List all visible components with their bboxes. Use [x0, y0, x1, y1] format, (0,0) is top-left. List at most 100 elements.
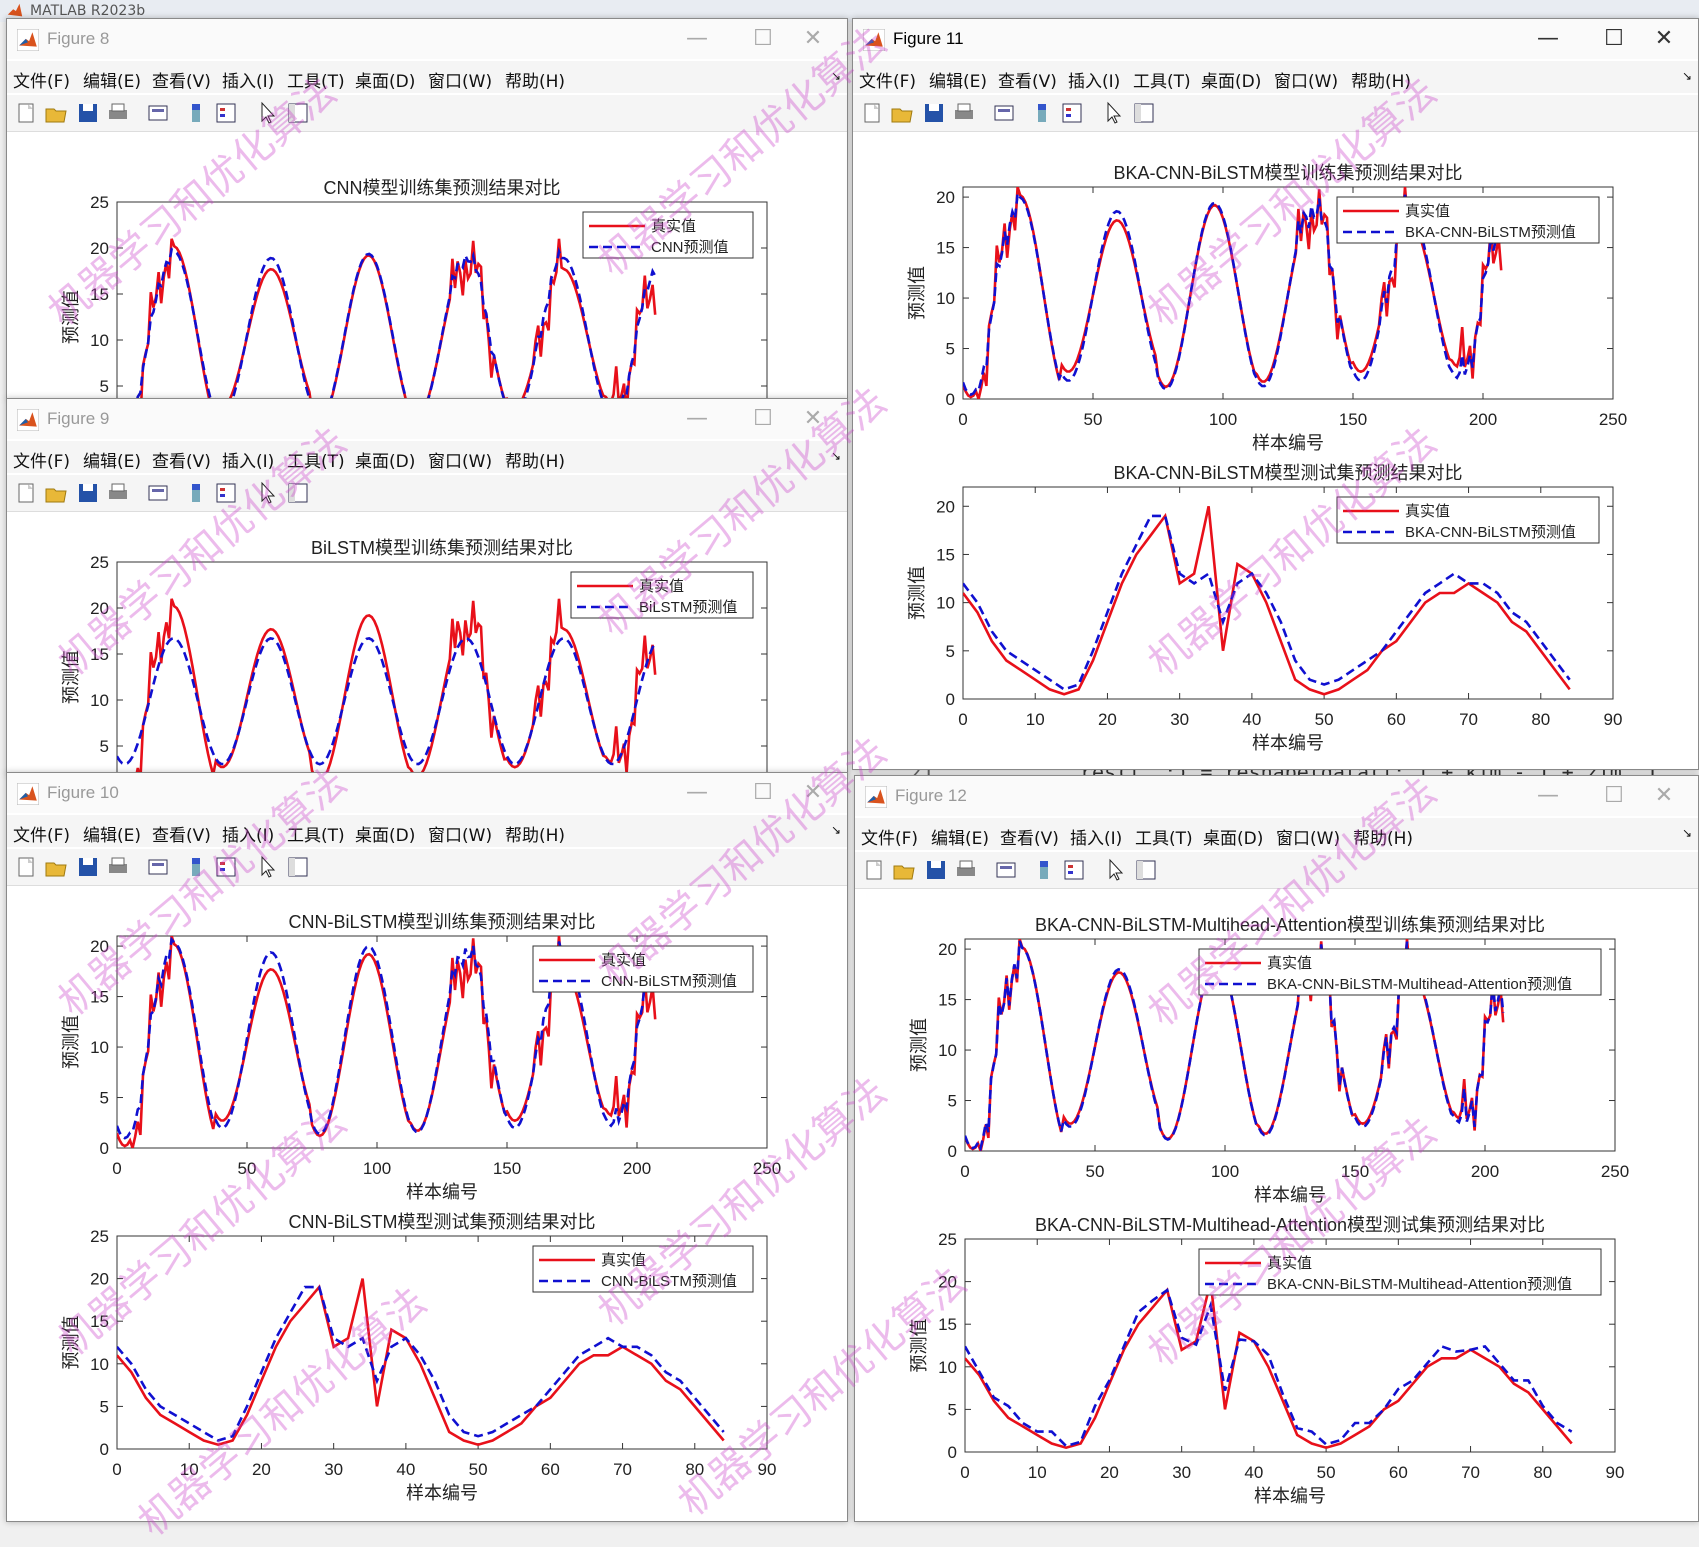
menu-item-1[interactable]: 编辑(E)	[83, 826, 142, 846]
menu-item-2[interactable]: 查看(V)	[998, 72, 1057, 92]
menu-item-2[interactable]: 查看(V)	[152, 826, 211, 846]
menu-item-3[interactable]: 插入(I)	[222, 452, 275, 472]
figure-window-fig11[interactable]: Figure 11 — ☐ ✕ 文件(F) 编辑(E) 查看(V) 插入(I) 工具(T) 桌面(…	[852, 18, 1699, 770]
maximize-button[interactable]: ☐	[753, 26, 773, 51]
menu-item-0[interactable]: 文件(F)	[13, 72, 71, 92]
link-plot-icon[interactable]	[145, 101, 171, 125]
insert-colorbar-icon[interactable]	[1031, 858, 1057, 882]
insert-colorbar-icon[interactable]	[183, 481, 209, 505]
menu-item-3[interactable]: 插入(I)	[1070, 829, 1123, 849]
minimize-button[interactable]: —	[686, 26, 708, 51]
menu-item-5[interactable]: 桌面(D)	[355, 452, 416, 472]
new-figure-icon[interactable]	[13, 101, 39, 125]
open-file-icon[interactable]	[891, 858, 917, 882]
menu-item-5[interactable]: 桌面(D)	[1201, 72, 1262, 92]
dock-arrow-icon[interactable]: ↘	[830, 449, 841, 463]
insert-colorbar-icon[interactable]	[183, 101, 209, 125]
new-figure-icon[interactable]	[13, 481, 39, 505]
figure-window-fig9[interactable]: Figure 9 — ☐ ✕ 文件(F) 编辑(E) 查看(V) 插入(I) 工具(T) 桌面(D…	[6, 398, 848, 775]
titlebar[interactable]: Figure 11 — ☐ ✕	[853, 19, 1698, 59]
print-icon[interactable]	[105, 855, 131, 879]
menu-item-3[interactable]: 插入(I)	[222, 72, 275, 92]
edit-plot-icon[interactable]	[1101, 101, 1127, 125]
save-icon[interactable]	[75, 101, 101, 125]
minimize-button[interactable]: —	[1537, 26, 1559, 51]
dock-arrow-icon[interactable]: ↘	[1681, 826, 1692, 840]
link-plot-icon[interactable]	[993, 858, 1019, 882]
menu-item-6[interactable]: 窗口(W)	[428, 72, 493, 92]
print-icon[interactable]	[105, 101, 131, 125]
close-button[interactable]: ✕	[803, 406, 823, 431]
menu-item-4[interactable]: 工具(T)	[287, 452, 345, 472]
new-figure-icon[interactable]	[861, 858, 887, 882]
maximize-button[interactable]: ☐	[1604, 783, 1624, 808]
menu-item-6[interactable]: 窗口(W)	[428, 826, 493, 846]
menu-item-0[interactable]: 文件(F)	[13, 452, 71, 472]
insert-colorbar-icon[interactable]	[1029, 101, 1055, 125]
link-plot-icon[interactable]	[145, 855, 171, 879]
menu-item-1[interactable]: 编辑(E)	[929, 72, 988, 92]
menu-item-7[interactable]: 帮助(H)	[1351, 72, 1412, 92]
property-inspector-icon[interactable]	[1133, 858, 1159, 882]
minimize-button[interactable]: —	[686, 406, 708, 431]
menu-item-6[interactable]: 窗口(W)	[428, 452, 493, 472]
menu-item-3[interactable]: 插入(I)	[222, 826, 275, 846]
menu-item-6[interactable]: 窗口(W)	[1276, 829, 1341, 849]
edit-plot-icon[interactable]	[255, 481, 281, 505]
figure-window-fig12[interactable]: Figure 12 — ☐ ✕ 文件(F) 编辑(E) 查看(V) 插入(I) 工具(T) 桌面(…	[854, 775, 1699, 1522]
close-button[interactable]: ✕	[1654, 783, 1674, 808]
property-inspector-icon[interactable]	[285, 101, 311, 125]
menu-item-5[interactable]: 桌面(D)	[355, 826, 416, 846]
menu-item-4[interactable]: 工具(T)	[287, 826, 345, 846]
link-plot-icon[interactable]	[991, 101, 1017, 125]
menu-item-4[interactable]: 工具(T)	[1135, 829, 1193, 849]
menu-item-1[interactable]: 编辑(E)	[83, 452, 142, 472]
maximize-button[interactable]: ☐	[1604, 26, 1624, 51]
menu-item-0[interactable]: 文件(F)	[13, 826, 71, 846]
dock-arrow-icon[interactable]: ↘	[830, 823, 841, 837]
close-button[interactable]: ✕	[1654, 26, 1674, 51]
save-icon[interactable]	[75, 481, 101, 505]
save-icon[interactable]	[923, 858, 949, 882]
menu-item-0[interactable]: 文件(F)	[859, 72, 917, 92]
edit-plot-icon[interactable]	[1103, 858, 1129, 882]
save-icon[interactable]	[921, 101, 947, 125]
print-icon[interactable]	[953, 858, 979, 882]
property-inspector-icon[interactable]	[285, 481, 311, 505]
titlebar[interactable]: Figure 10 — ☐ ✕	[7, 773, 847, 813]
new-figure-icon[interactable]	[13, 855, 39, 879]
insert-legend-icon[interactable]	[213, 855, 239, 879]
menu-item-5[interactable]: 桌面(D)	[1203, 829, 1264, 849]
close-button[interactable]: ✕	[803, 780, 823, 805]
insert-legend-icon[interactable]	[1059, 101, 1085, 125]
titlebar[interactable]: Figure 8 — ☐ ✕	[7, 19, 847, 59]
property-inspector-icon[interactable]	[285, 855, 311, 879]
menu-item-2[interactable]: 查看(V)	[1000, 829, 1059, 849]
maximize-button[interactable]: ☐	[753, 780, 773, 805]
menu-item-7[interactable]: 帮助(H)	[505, 452, 566, 472]
figure-window-fig8[interactable]: Figure 8 — ☐ ✕ 文件(F) 编辑(E) 查看(V) 插入(I) 工具(T) 桌面(D…	[6, 18, 848, 400]
menu-item-7[interactable]: 帮助(H)	[505, 826, 566, 846]
open-file-icon[interactable]	[889, 101, 915, 125]
edit-plot-icon[interactable]	[255, 855, 281, 879]
menu-item-4[interactable]: 工具(T)	[287, 72, 345, 92]
menu-item-6[interactable]: 窗口(W)	[1274, 72, 1339, 92]
minimize-button[interactable]: —	[686, 780, 708, 805]
property-inspector-icon[interactable]	[1131, 101, 1157, 125]
print-icon[interactable]	[951, 101, 977, 125]
menu-item-5[interactable]: 桌面(D)	[355, 72, 416, 92]
titlebar[interactable]: Figure 12 — ☐ ✕	[855, 776, 1698, 816]
insert-colorbar-icon[interactable]	[183, 855, 209, 879]
print-icon[interactable]	[105, 481, 131, 505]
link-plot-icon[interactable]	[145, 481, 171, 505]
menu-item-2[interactable]: 查看(V)	[152, 452, 211, 472]
titlebar[interactable]: Figure 9 — ☐ ✕	[7, 399, 847, 439]
minimize-button[interactable]: —	[1537, 783, 1559, 808]
dock-arrow-icon[interactable]: ↘	[1681, 69, 1692, 83]
menu-item-2[interactable]: 查看(V)	[152, 72, 211, 92]
dock-arrow-icon[interactable]: ↘	[830, 69, 841, 83]
open-file-icon[interactable]	[43, 101, 69, 125]
menu-item-4[interactable]: 工具(T)	[1133, 72, 1191, 92]
figure-window-fig10[interactable]: Figure 10 — ☐ ✕ 文件(F) 编辑(E) 查看(V) 插入(I) 工具(T) 桌面(…	[6, 772, 848, 1522]
insert-legend-icon[interactable]	[213, 101, 239, 125]
